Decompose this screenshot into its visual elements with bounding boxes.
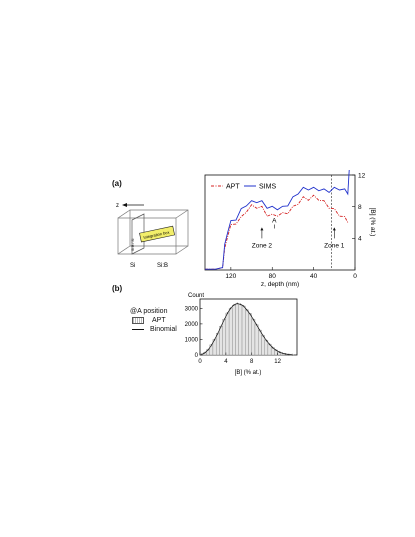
- histogram-bar: [245, 309, 249, 356]
- annotation-zone-2: Zone 2: [252, 242, 273, 249]
- integration-box: [139, 225, 175, 243]
- chart-a-ytick-label: 12: [358, 172, 366, 179]
- apt-volume-schematic: z Integration box Si:B / Si Si Si:B: [116, 203, 189, 269]
- chart-a-legend: APT SIMS: [211, 184, 276, 191]
- depth-profile-chart: 120 80 40 0 4 8 12 Zone 2 Zone 1 A APT SIMS z, d…: [204, 170, 376, 288]
- histogram-bar: [238, 304, 243, 356]
- chart-b-ytick-label: 0: [195, 353, 199, 359]
- chart-a-ytick-label: 4: [358, 236, 362, 243]
- legend-binomial-text: Binomial: [150, 326, 177, 333]
- chart-a-ytick-label: 8: [358, 204, 362, 211]
- chart-a-xlabel: z, depth (nm): [261, 281, 299, 288]
- chart-b-ytick-label: 1000: [185, 337, 199, 343]
- legend-apt-swatch: [132, 317, 144, 324]
- histogram-bar: [254, 324, 259, 356]
- legend-binomial-swatch: [132, 329, 144, 330]
- panel-b-label: (b): [112, 284, 123, 293]
- chart-b-xlabel: [B] (% at.): [235, 370, 262, 376]
- chart-b-ytick-label: 2000: [185, 322, 199, 328]
- legend-sims-label: SIMS: [259, 184, 276, 191]
- annotation-arrowhead: [260, 227, 264, 231]
- histogram-bar: [219, 326, 223, 356]
- schematic-right-label: Si:B: [157, 263, 168, 269]
- histogram-bar: [232, 305, 236, 356]
- chart-b-ytick-label: 3000: [185, 306, 199, 312]
- series-apt-line: [205, 194, 349, 270]
- schematic-side-label: Si:B / Si: [131, 238, 135, 251]
- chart-b-xtick-label: 8: [250, 359, 254, 365]
- legend-title: @A position: [130, 308, 168, 315]
- integration-box-label: Integration box: [143, 230, 170, 240]
- legend-apt-text: APT: [152, 317, 166, 324]
- chart-b-xtick-label: 12: [274, 359, 281, 365]
- histogram-bar: [241, 305, 246, 356]
- legend-apt-label: APT: [226, 184, 240, 191]
- chart-a-frame: [204, 174, 356, 271]
- schematic-axis-label: z: [116, 203, 119, 209]
- schematic-left-label: Si: [130, 263, 135, 269]
- legend-item-apt: APT: [132, 316, 177, 325]
- chart-a-ylabel: [B] (% at.): [369, 208, 376, 237]
- annotation-zone-1: Zone 1: [324, 242, 345, 249]
- chart-b-xtick-label: 4: [224, 359, 228, 365]
- histogram-chart: Count 0 4 8 12 0 1000 2000 3000 [B] (% at.): [185, 293, 298, 376]
- series-sims-line: [205, 170, 350, 270]
- histogram-bar: [261, 335, 265, 356]
- histogram-bar: [248, 313, 252, 356]
- chart-b-ylabel: Count: [188, 293, 204, 299]
- chart-a-xtick-label: 40: [310, 273, 318, 280]
- chart-a-xtick-label: 80: [269, 273, 277, 280]
- chart-b-xtick-label: 0: [198, 359, 202, 365]
- binomial-line: [201, 303, 293, 356]
- histogram-bar: [228, 308, 233, 356]
- legend-item-binomial: Binomial: [132, 325, 177, 334]
- panel-a-label: (a): [112, 179, 122, 188]
- chart-a-xtick-label: 120: [225, 273, 236, 280]
- chart-a-xtick-label: 0: [353, 273, 357, 280]
- histogram-bar: [225, 312, 230, 356]
- histogram-bar: [235, 303, 239, 356]
- histogram-bar: [258, 329, 262, 356]
- histogram-bar: [251, 319, 256, 356]
- annotation-arrowhead: [332, 227, 336, 231]
- annotation-a: A: [272, 217, 277, 224]
- histogram-bar: [264, 340, 269, 356]
- panel-b-legend: @A position APT Binomial: [130, 307, 177, 334]
- histogram-bar: [215, 333, 220, 356]
- histogram-bar: [222, 319, 227, 356]
